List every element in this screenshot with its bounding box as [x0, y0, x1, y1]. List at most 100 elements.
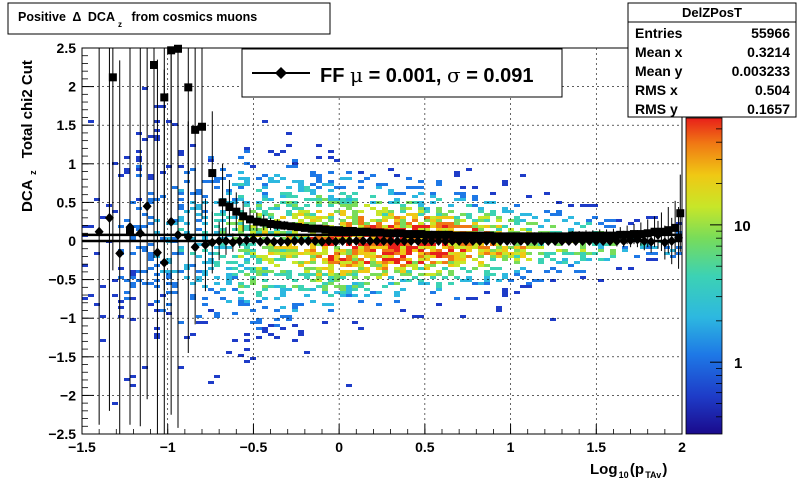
- y-axis-ticks: −2.5 −2 −1.5 −1 −0.5 0 0.5 1 1.5 2 2.5: [48, 40, 94, 442]
- heatmap-cell: [208, 267, 214, 270]
- heatmap-cell: [610, 252, 616, 255]
- heatmap-cell: [334, 210, 340, 213]
- heatmap-cell: [274, 258, 280, 261]
- heatmap-cell: [514, 204, 520, 207]
- heatmap-cell: [388, 168, 394, 171]
- heatmap-cell: [400, 249, 406, 252]
- heatmap-cell: [652, 246, 658, 249]
- heatmap-cell: [580, 258, 586, 261]
- heatmap-cell: [160, 270, 166, 273]
- heatmap-cell: [148, 258, 154, 261]
- heatmap-cell: [484, 273, 490, 276]
- heatmap-cell: [364, 177, 370, 180]
- heatmap-cell: [502, 183, 508, 186]
- heatmap-cell: [574, 261, 580, 264]
- heatmap-cell: [298, 207, 304, 210]
- heatmap-cell: [148, 135, 154, 138]
- heatmap-cell: [322, 267, 328, 270]
- heatmap-cell: [322, 303, 328, 306]
- heatmap-cell: [370, 174, 376, 177]
- data-point-square: [431, 230, 440, 239]
- heatmap-cell: [520, 213, 526, 216]
- heatmap-cell: [178, 252, 184, 255]
- heatmap-cell: [178, 207, 184, 210]
- heatmap-cell: [94, 252, 100, 255]
- data-point-diamond: [269, 236, 279, 247]
- y-tick-label: −0.5: [48, 272, 76, 288]
- heatmap-cell: [208, 261, 214, 264]
- heatmap-cell: [310, 273, 316, 276]
- data-point-square: [575, 231, 584, 240]
- heatmap-cell: [298, 261, 304, 264]
- heatmap-cell: [514, 219, 520, 222]
- heatmap-cell: [352, 270, 358, 273]
- heatmap-cell: [334, 198, 340, 201]
- heatmap-cell: [538, 258, 544, 261]
- heatmap-cell: [112, 210, 118, 213]
- heatmap-cell: [328, 255, 334, 258]
- heatmap-cell: [238, 249, 244, 252]
- y-tick-label: 0: [68, 233, 76, 249]
- heatmap-cell: [436, 219, 442, 222]
- heatmap-cell: [352, 252, 358, 255]
- heatmap-cell: [322, 252, 328, 255]
- heatmap-cell: [196, 255, 202, 258]
- heatmap-cell: [298, 333, 304, 336]
- y-tick-label: 2.5: [57, 40, 77, 56]
- heatmap-cell: [490, 225, 496, 228]
- heatmap-cell: [484, 264, 490, 267]
- heatmap-cell: [232, 339, 238, 342]
- heatmap-cell: [322, 243, 328, 246]
- heatmap-cell: [196, 204, 202, 207]
- stats-box: DelZPosT Entries 55966 Mean x 0.3214 Mean y 0…: [627, 2, 797, 118]
- data-point-square: [335, 226, 344, 235]
- heatmap-cell: [262, 273, 268, 276]
- heatmap-cell: [292, 309, 298, 312]
- heatmap-cell: [574, 252, 580, 255]
- heatmap-cell: [190, 252, 196, 255]
- heatmap-cell: [394, 291, 400, 294]
- heatmap-cell: [436, 213, 442, 216]
- heatmap-cell: [568, 264, 574, 267]
- heatmap-cell: [526, 222, 532, 225]
- heatmap-cell: [574, 270, 580, 273]
- heatmap-cell: [190, 168, 196, 171]
- heatmap-cell: [586, 222, 592, 225]
- heatmap-cell: [502, 288, 508, 291]
- heatmap-cell: [412, 225, 418, 228]
- data-point-diamond: [626, 235, 636, 246]
- heatmap-cell: [292, 216, 298, 219]
- legend-diamond-marker: [275, 67, 287, 79]
- heatmap-cell: [514, 222, 520, 225]
- heatmap-cell: [382, 207, 388, 210]
- heatmap-cell: [184, 222, 190, 225]
- heatmap-cell: [670, 255, 676, 258]
- heatmap-cell: [298, 210, 304, 213]
- heatmap-cell: [466, 225, 472, 228]
- heatmap-cell: [454, 252, 460, 255]
- data-point-square: [513, 232, 522, 241]
- data-point-diamond: [646, 236, 656, 247]
- heatmap-cell: [178, 204, 184, 207]
- data-point-diamond: [142, 201, 152, 212]
- heatmap-cell: [406, 243, 412, 246]
- heatmap-cell: [310, 252, 316, 255]
- heatmap-cell: [310, 174, 316, 177]
- heatmap-cell: [262, 270, 268, 273]
- heatmap-cell: [412, 249, 418, 252]
- heatmap-cell: [298, 285, 304, 288]
- heatmap-cell: [256, 213, 262, 216]
- heatmap-cell: [304, 294, 310, 297]
- heatmap-cell: [214, 231, 220, 234]
- heatmap-cell: [280, 216, 286, 219]
- heatmap-cell: [388, 225, 394, 228]
- heatmap-cell: [358, 210, 364, 213]
- heatmap-cell: [502, 291, 508, 294]
- heatmap-cell: [280, 177, 286, 180]
- heatmap-cell: [358, 261, 364, 264]
- heatmap-cell: [214, 276, 220, 279]
- heatmap-cell: [256, 300, 262, 303]
- heatmap-cell: [244, 303, 250, 306]
- heatmap-cell: [514, 255, 520, 258]
- heatmap-cell: [340, 270, 346, 273]
